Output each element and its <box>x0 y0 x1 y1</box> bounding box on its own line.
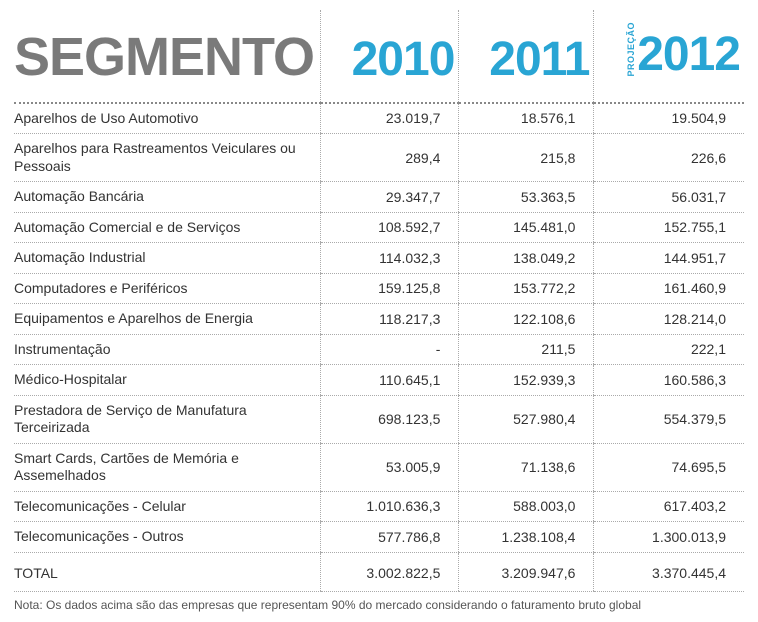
header-year-2012: 2012 <box>637 33 740 76</box>
row-value: 698.123,5 <box>321 395 459 443</box>
table-row: Equipamentos e Aparelhos de Energia118.2… <box>14 304 744 335</box>
row-value: - <box>321 334 459 365</box>
row-value: 19.504,9 <box>594 103 744 134</box>
row-value: 108.592,7 <box>321 212 459 243</box>
row-value: 577.786,8 <box>321 522 459 553</box>
row-label: Médico-Hospitalar <box>14 365 321 396</box>
row-value: 18.576,1 <box>459 103 594 134</box>
table-row: Automação Bancária29.347,753.363,556.031… <box>14 182 744 213</box>
row-label: Aparelhos para Rastreamentos Veiculares … <box>14 134 321 182</box>
total-2012: 3.370.445,4 <box>594 552 744 591</box>
row-value: 222,1 <box>594 334 744 365</box>
row-value: 74.695,5 <box>594 443 744 491</box>
row-value: 161.460,9 <box>594 273 744 304</box>
table-row: Aparelhos para Rastreamentos Veiculares … <box>14 134 744 182</box>
row-value: 56.031,7 <box>594 182 744 213</box>
segment-table: SEGMENTO 2010 2011 PROJEÇÃO 2012 Aparelh… <box>14 10 744 592</box>
row-value: 110.645,1 <box>321 365 459 396</box>
row-label: Equipamentos e Aparelhos de Energia <box>14 304 321 335</box>
row-value: 144.951,7 <box>594 243 744 274</box>
row-value: 211,5 <box>459 334 594 365</box>
total-2011: 3.209.947,6 <box>459 552 594 591</box>
row-label: Automação Comercial e de Serviços <box>14 212 321 243</box>
row-label: Telecomunicações - Outros <box>14 522 321 553</box>
table-body: Aparelhos de Uso Automotivo23.019,718.57… <box>14 103 744 553</box>
row-label: Smart Cards, Cartões de Memória e Asseme… <box>14 443 321 491</box>
row-value: 128.214,0 <box>594 304 744 335</box>
row-value: 71.138,6 <box>459 443 594 491</box>
row-value: 53.005,9 <box>321 443 459 491</box>
row-value: 226,6 <box>594 134 744 182</box>
row-label: Telecomunicações - Celular <box>14 491 321 522</box>
row-value: 1.238.108,4 <box>459 522 594 553</box>
table-row: Médico-Hospitalar110.645,1152.939,3160.5… <box>14 365 744 396</box>
row-value: 138.049,2 <box>459 243 594 274</box>
row-label: Automação Bancária <box>14 182 321 213</box>
row-value: 114.032,3 <box>321 243 459 274</box>
row-value: 617.403,2 <box>594 491 744 522</box>
row-value: 23.019,7 <box>321 103 459 134</box>
row-label: Instrumentação <box>14 334 321 365</box>
row-value: 554.379,5 <box>594 395 744 443</box>
row-value: 1.010.636,3 <box>321 491 459 522</box>
table-row: Aparelhos de Uso Automotivo23.019,718.57… <box>14 103 744 134</box>
row-value: 152.939,3 <box>459 365 594 396</box>
header-segmento: SEGMENTO <box>14 27 314 87</box>
row-value: 118.217,3 <box>321 304 459 335</box>
row-value: 53.363,5 <box>459 182 594 213</box>
row-value: 1.300.013,9 <box>594 522 744 553</box>
table-row: Automação Industrial114.032,3138.049,214… <box>14 243 744 274</box>
row-value: 527.980,4 <box>459 395 594 443</box>
row-value: 215,8 <box>459 134 594 182</box>
total-label: TOTAL <box>14 552 321 591</box>
row-label: Aparelhos de Uso Automotivo <box>14 103 321 134</box>
row-value: 122.108,6 <box>459 304 594 335</box>
row-label: Computadores e Periféricos <box>14 273 321 304</box>
table-row: Automação Comercial e de Serviços108.592… <box>14 212 744 243</box>
row-value: 29.347,7 <box>321 182 459 213</box>
header-year-2011: 2011 <box>489 38 589 81</box>
row-value: 289,4 <box>321 134 459 182</box>
row-value: 588.003,0 <box>459 491 594 522</box>
total-2010: 3.002.822,5 <box>321 552 459 591</box>
row-value: 159.125,8 <box>321 273 459 304</box>
table-header-row: SEGMENTO 2010 2011 PROJEÇÃO 2012 <box>14 10 744 103</box>
header-year-2010: 2010 <box>352 38 455 81</box>
row-value: 160.586,3 <box>594 365 744 396</box>
row-label: Automação Industrial <box>14 243 321 274</box>
table-row: Telecomunicações - Outros577.786,81.238.… <box>14 522 744 553</box>
table-row: Instrumentação-211,5222,1 <box>14 334 744 365</box>
table-total-row: TOTAL 3.002.822,5 3.209.947,6 3.370.445,… <box>14 552 744 591</box>
table-row: Telecomunicações - Celular1.010.636,3588… <box>14 491 744 522</box>
row-value: 153.772,2 <box>459 273 594 304</box>
row-label: Prestadora de Serviço de Manufatura Terc… <box>14 395 321 443</box>
row-value: 152.755,1 <box>594 212 744 243</box>
row-value: 145.481,0 <box>459 212 594 243</box>
table-row: Computadores e Periféricos159.125,8153.7… <box>14 273 744 304</box>
table-row: Prestadora de Serviço de Manufatura Terc… <box>14 395 744 443</box>
table-row: Smart Cards, Cartões de Memória e Asseme… <box>14 443 744 491</box>
header-projecao-label: PROJEÇÃO <box>627 18 636 77</box>
